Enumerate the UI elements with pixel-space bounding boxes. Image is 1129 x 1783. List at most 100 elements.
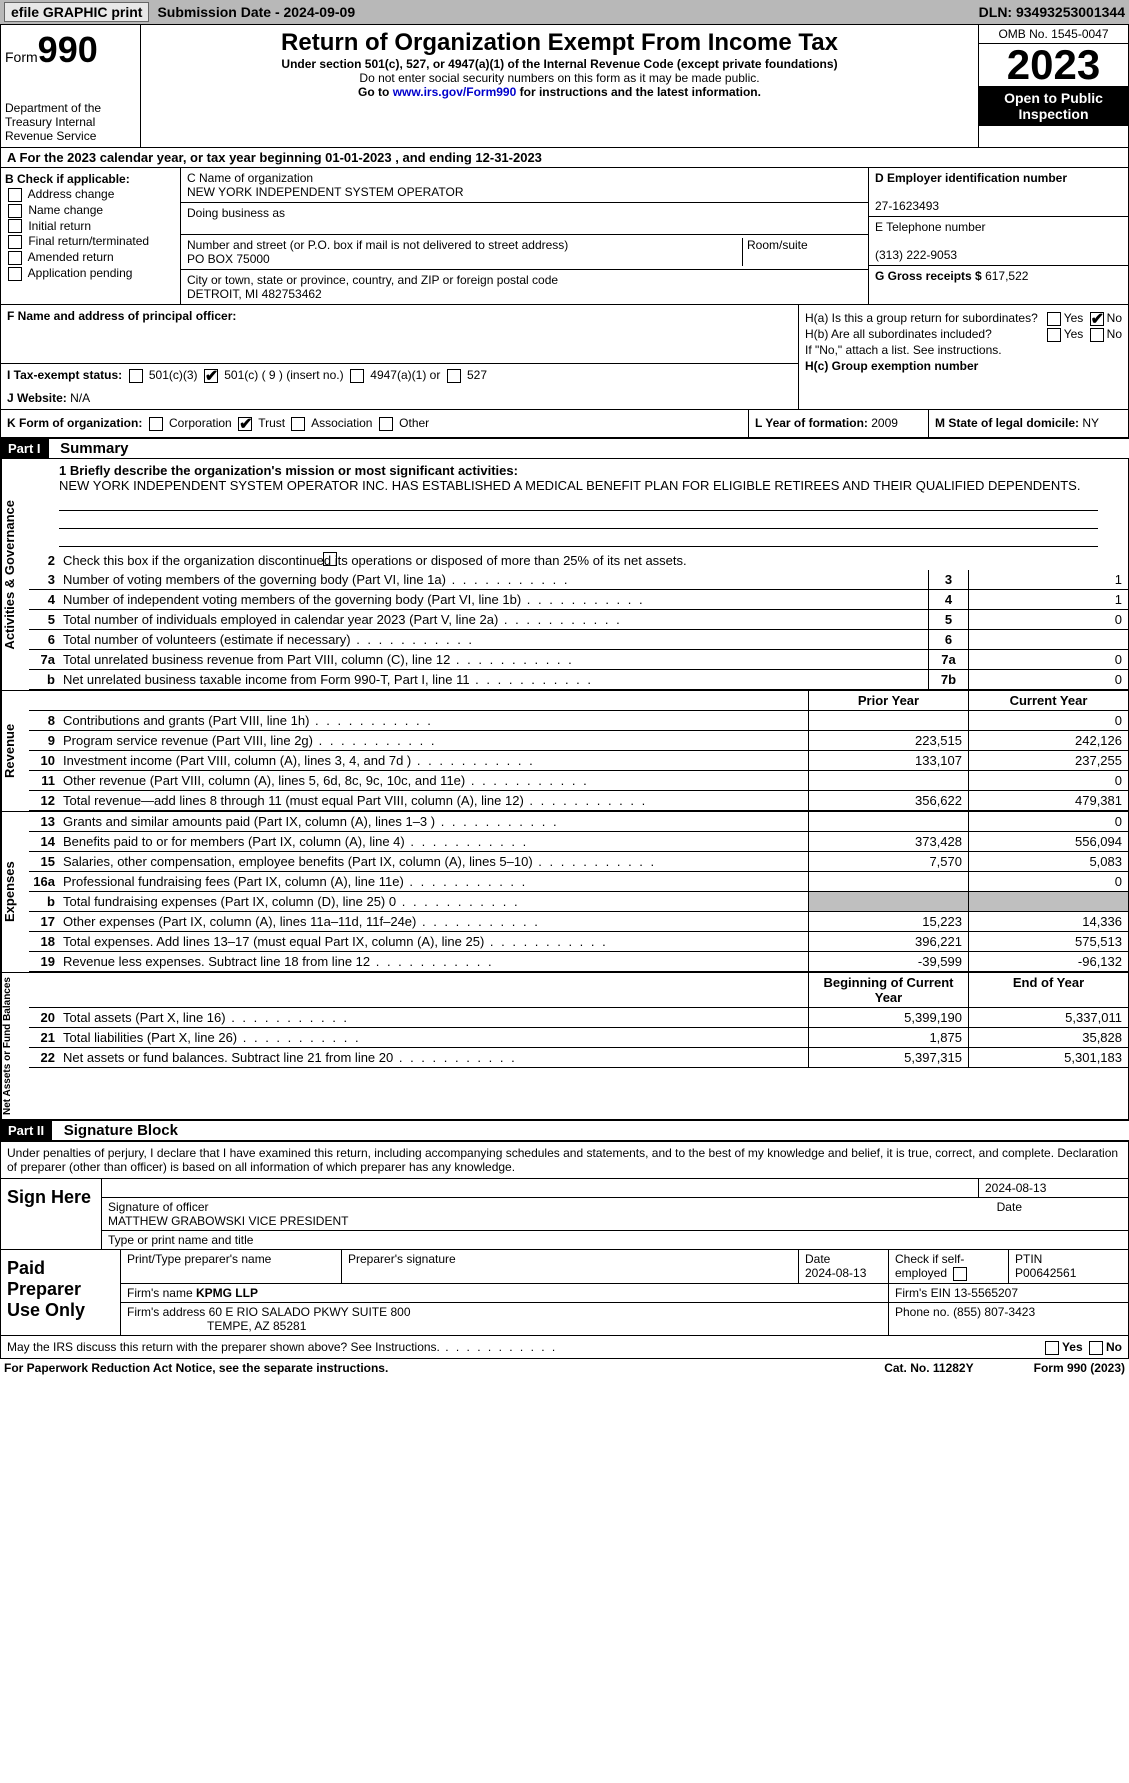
- org-name: NEW YORK INDEPENDENT SYSTEM OPERATOR: [187, 185, 464, 199]
- sig-officer-label: Signature of officer: [108, 1200, 209, 1214]
- discuss-no[interactable]: [1089, 1341, 1103, 1355]
- chk-trust[interactable]: [238, 417, 252, 431]
- cy-15: 5,083: [968, 852, 1128, 871]
- hb-note: If "No," attach a list. See instructions…: [805, 343, 1122, 357]
- org-name-label: C Name of organization: [187, 171, 313, 185]
- py-b: [808, 892, 968, 911]
- py-12: 356,622: [808, 791, 968, 810]
- firm-addr2: TEMPE, AZ 85281: [207, 1319, 306, 1333]
- ha-label: H(a) Is this a group return for subordin…: [805, 311, 1038, 325]
- py-19: -39,599: [808, 952, 968, 971]
- sign-date: 2024-08-13: [978, 1179, 1128, 1198]
- cy-16a: 0: [968, 872, 1128, 891]
- gross-label: G Gross receipts $: [875, 269, 985, 283]
- city-value: DETROIT, MI 482753462: [187, 287, 322, 301]
- domicile: NY: [1082, 416, 1099, 430]
- line-13: Grants and similar amounts paid (Part IX…: [59, 812, 808, 831]
- val-b: 0: [968, 670, 1128, 689]
- cy-19: -96,132: [968, 952, 1128, 971]
- form-subtitle: Under section 501(c), 527, or 4947(a)(1)…: [145, 57, 974, 71]
- part1-title: Summary: [52, 438, 136, 459]
- py-21: 1,875: [808, 1028, 968, 1047]
- firm-name: KPMG LLP: [196, 1286, 258, 1300]
- py-22: 5,397,315: [808, 1048, 968, 1067]
- line-20: Total assets (Part X, line 16): [59, 1008, 808, 1027]
- addr-label: Number and street (or P.O. box if mail i…: [187, 238, 568, 252]
- chk-address-change[interactable]: Address change: [5, 187, 176, 202]
- line-10: Investment income (Part VIII, column (A)…: [59, 751, 808, 770]
- py-15: 7,570: [808, 852, 968, 871]
- cy-22: 5,301,183: [968, 1048, 1128, 1067]
- discuss-yes[interactable]: [1045, 1341, 1059, 1355]
- ein-value: 27-1623493: [875, 199, 939, 213]
- chk-other[interactable]: [379, 417, 393, 431]
- gross-value: 617,522: [985, 269, 1028, 283]
- phone-label: E Telephone number: [875, 220, 986, 234]
- py-18: 396,221: [808, 932, 968, 951]
- ha-no[interactable]: [1090, 312, 1104, 326]
- phone-value: (313) 222-9053: [875, 248, 957, 262]
- line-16a: Professional fundraising fees (Part IX, …: [59, 872, 808, 891]
- chk-527[interactable]: [447, 369, 461, 383]
- revenue-section: Revenue Prior YearCurrent Year 8Contribu…: [0, 690, 1129, 811]
- prep-sig-label: Preparer's signature: [341, 1250, 798, 1284]
- addr-value: PO BOX 75000: [187, 252, 270, 266]
- hb-yes[interactable]: [1047, 328, 1061, 342]
- dln: DLN: 93493253001344: [979, 4, 1125, 20]
- line-19: Revenue less expenses. Subtract line 18 …: [59, 952, 808, 971]
- hc-label: H(c) Group exemption number: [805, 359, 978, 373]
- chk-name-change[interactable]: Name change: [5, 203, 176, 218]
- chk-assoc[interactable]: [291, 417, 305, 431]
- chk-501c3[interactable]: [129, 369, 143, 383]
- cy-12: 479,381: [968, 791, 1128, 810]
- line-7a: Total unrelated business revenue from Pa…: [59, 650, 928, 669]
- officer-name: MATTHEW GRABOWSKI VICE PRESIDENT: [108, 1214, 348, 1228]
- website-label: J Website:: [7, 391, 70, 405]
- officer-label: F Name and address of principal officer:: [7, 309, 236, 323]
- cy-10: 237,255: [968, 751, 1128, 770]
- prep-name-label: Print/Type preparer's name: [121, 1250, 341, 1284]
- chk-501c[interactable]: [204, 369, 218, 383]
- line-11: Other revenue (Part VIII, column (A), li…: [59, 771, 808, 790]
- part2-header: Part II: [0, 1121, 52, 1140]
- py-14: 373,428: [808, 832, 968, 851]
- chk-initial-return[interactable]: Initial return: [5, 219, 176, 234]
- ssn-warning: Do not enter social security numbers on …: [145, 71, 974, 85]
- chk-amended[interactable]: Amended return: [5, 250, 176, 265]
- cy-20: 5,337,011: [968, 1008, 1128, 1027]
- chk-discontinued[interactable]: [323, 552, 337, 566]
- chk-self-employed[interactable]: [953, 1267, 967, 1281]
- hb-label: H(b) Are all subordinates included?: [805, 327, 992, 341]
- py-16a: [808, 872, 968, 891]
- vtab-exp: Expenses: [1, 812, 29, 972]
- chk-4947[interactable]: [350, 369, 364, 383]
- ha-yes[interactable]: [1047, 312, 1061, 326]
- vtab-rev: Revenue: [1, 691, 29, 811]
- line-17: Other expenses (Part IX, column (A), lin…: [59, 912, 808, 931]
- col-beginning: Beginning of Current Year: [808, 973, 968, 1007]
- py-13: [808, 812, 968, 831]
- section-f-h: F Name and address of principal officer:…: [0, 305, 1129, 410]
- cy-9: 242,126: [968, 731, 1128, 750]
- cy-17: 14,336: [968, 912, 1128, 931]
- line-6: Total number of volunteers (estimate if …: [59, 630, 928, 649]
- submission-date: Submission Date - 2024-09-09: [157, 4, 355, 20]
- chk-corp[interactable]: [149, 417, 163, 431]
- part1-header: Part I: [0, 439, 49, 458]
- col-prior-year: Prior Year: [808, 691, 968, 710]
- chk-app-pending[interactable]: Application pending: [5, 266, 176, 281]
- form-number: Form990: [5, 29, 136, 71]
- tax-exempt-label: I Tax-exempt status:: [7, 368, 122, 382]
- cy-13: 0: [968, 812, 1128, 831]
- line-18: Total expenses. Add lines 13–17 (must eq…: [59, 932, 808, 951]
- hb-no[interactable]: [1090, 328, 1104, 342]
- irs-link[interactable]: www.irs.gov/Form990: [393, 85, 517, 99]
- efile-print-button[interactable]: efile GRAPHIC print: [4, 2, 149, 22]
- dba-label: Doing business as: [187, 206, 285, 220]
- chk-final-return[interactable]: Final return/terminated: [5, 234, 176, 249]
- top-bar: efile GRAPHIC print Submission Date - 20…: [0, 0, 1129, 24]
- ein-label: D Employer identification number: [875, 171, 1067, 185]
- line-b: Net unrelated business taxable income fr…: [59, 670, 928, 689]
- city-label: City or town, state or province, country…: [187, 273, 558, 287]
- website-value: N/A: [70, 391, 90, 405]
